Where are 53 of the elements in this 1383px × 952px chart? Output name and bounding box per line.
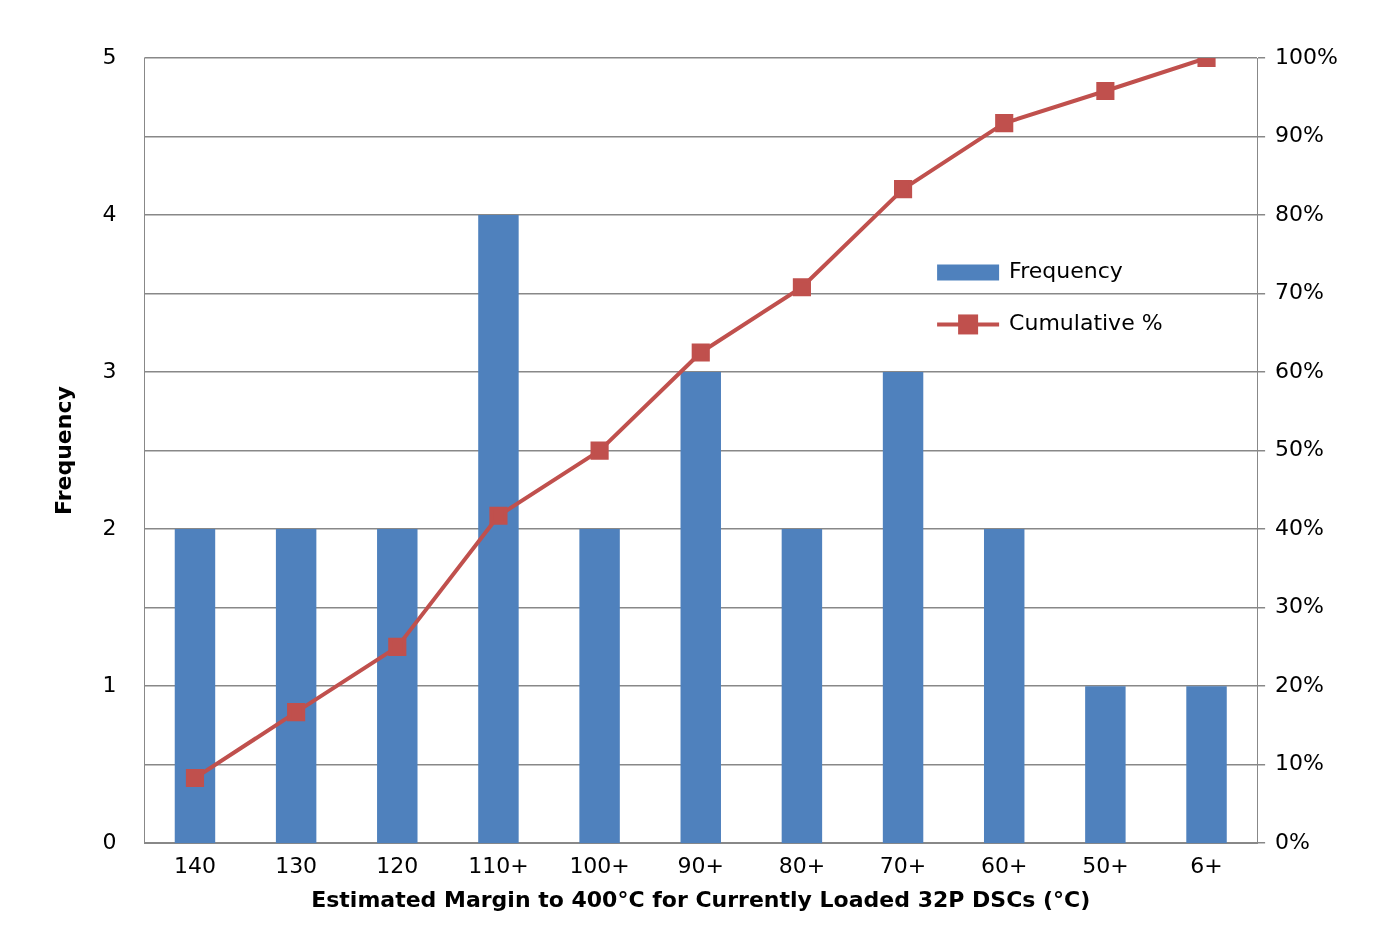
point	[893, 180, 913, 199]
x-tick-label: 110+	[468, 853, 529, 879]
y-tick-label: 3	[102, 357, 117, 383]
y-tick-label: 2	[102, 514, 117, 540]
legend-label: Frequency	[1009, 258, 1123, 284]
x-tick-label: 70+	[879, 853, 927, 879]
bar	[579, 529, 620, 844]
y-tick-label: 5	[102, 43, 117, 69]
x-tick-label: 140	[173, 853, 216, 879]
y2-tick-label: 60%	[1275, 357, 1325, 383]
y2-tick-label: 40%	[1275, 514, 1325, 540]
bar	[377, 529, 418, 844]
point	[995, 114, 1014, 133]
y2-tick-label: 0%	[1275, 828, 1311, 854]
x-tick-label: 6+	[1190, 853, 1223, 879]
y-tick-label: 1	[102, 671, 117, 697]
y2-tick-label: 80%	[1275, 200, 1325, 226]
point	[691, 343, 710, 362]
point	[792, 278, 811, 297]
bar	[174, 529, 216, 844]
bar	[983, 529, 1025, 844]
point	[590, 441, 609, 460]
x-tick-label: 60+	[981, 853, 1028, 879]
bar	[1186, 686, 1227, 844]
point	[388, 637, 407, 656]
y-axis-title: Frequency	[50, 386, 76, 515]
y2-tick-label: 70%	[1275, 279, 1325, 305]
y2-tick-label: 100%	[1275, 43, 1339, 69]
point	[489, 506, 508, 525]
bar	[882, 372, 924, 844]
legend-label: Cumulative %	[1009, 310, 1163, 336]
bar	[478, 215, 519, 844]
x-axis-title: Estimated Margin to 400°C for Currently Loaded 32P DSCs (°C)	[311, 886, 1091, 912]
x-tick-label: 130	[275, 853, 318, 879]
y2-tick-label: 30%	[1275, 593, 1325, 619]
bar	[781, 529, 823, 844]
bar	[275, 529, 317, 844]
x-tick-label: 80+	[778, 853, 826, 879]
point	[1096, 81, 1115, 101]
point	[287, 703, 306, 722]
bar	[680, 372, 721, 844]
point	[185, 768, 205, 788]
x-tick-label: 50+	[1082, 853, 1129, 879]
x-tick-label: 120	[376, 853, 419, 879]
y-tick-label: 4	[102, 200, 117, 226]
y2-tick-label: 90%	[1275, 122, 1325, 148]
y2-tick-label: 10%	[1275, 750, 1325, 776]
y2-tick-label: 20%	[1275, 671, 1325, 697]
bar	[1085, 686, 1126, 844]
x-tick-label: 90+	[677, 853, 724, 879]
x-tick-label: 100+	[569, 853, 630, 879]
y2-tick-label: 50%	[1275, 436, 1325, 462]
y-tick-label: 0	[102, 828, 117, 854]
